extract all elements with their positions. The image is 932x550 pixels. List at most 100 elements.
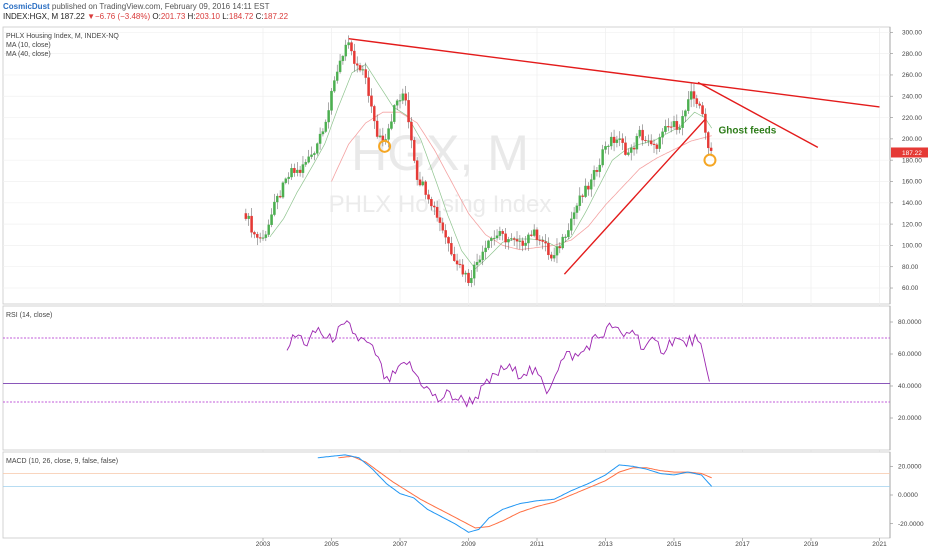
candle-body	[609, 136, 613, 147]
candle-body	[641, 129, 644, 141]
candle-body	[267, 224, 270, 235]
candle-body	[655, 144, 659, 149]
candle-body	[687, 99, 690, 111]
close-value: 187.22	[263, 12, 289, 21]
candle-body	[333, 80, 336, 92]
candle-body	[555, 246, 559, 256]
candle-body	[524, 242, 527, 246]
low-value: 184.72	[228, 12, 254, 21]
candle-body	[498, 231, 502, 236]
candle-body	[315, 143, 319, 154]
price-tick-label: 100.00	[902, 243, 922, 250]
candle-body	[284, 178, 288, 183]
candle-body	[338, 60, 342, 73]
candle-body	[632, 147, 636, 150]
candle-body	[587, 185, 590, 190]
candle-body	[321, 131, 325, 135]
open-value: 201.73	[160, 12, 186, 21]
candle-body	[578, 195, 582, 206]
candle-body	[572, 212, 576, 219]
candle-body	[341, 55, 345, 62]
price-tick-label: 160.00	[902, 179, 922, 186]
macd-legend: MACD (10, 26, close, 9, false, false)	[6, 458, 118, 465]
candle-body	[692, 91, 696, 99]
year-tick-label: 2009	[461, 541, 476, 548]
candle-body	[253, 232, 256, 235]
candle-body	[490, 238, 493, 241]
macd-tick-label: 20.0000	[898, 464, 922, 471]
year-tick-label: 2019	[804, 541, 819, 548]
candle-body	[273, 201, 276, 215]
candle-body	[313, 153, 316, 155]
year-tick-label: 2011	[530, 541, 544, 548]
candle-body	[521, 240, 524, 246]
rsi-tick-label: 40.0000	[898, 383, 922, 390]
price-tick-label: 200.00	[902, 136, 922, 143]
last-price-label: 187.22	[902, 150, 922, 157]
macd-tick-label: -20.0000	[898, 521, 924, 528]
candle-body	[410, 121, 413, 141]
candle-body	[652, 143, 656, 145]
candle-body	[589, 179, 593, 190]
publish-text: published on TradingView.com, February 0…	[49, 2, 270, 11]
rsi-legend: RSI (14, close)	[6, 312, 52, 319]
price-tick-label: 220.00	[902, 115, 922, 122]
candle-body	[355, 63, 359, 66]
price-legend-item: MA (10, close)	[6, 42, 51, 49]
candle-body	[364, 69, 367, 78]
candle-body	[278, 195, 282, 198]
candle-body	[361, 69, 365, 71]
candle-body	[461, 264, 465, 275]
price-tick-label: 140.00	[902, 200, 922, 207]
candle-body	[669, 126, 673, 128]
last-price-tag	[891, 147, 928, 158]
macd-tick-label: 0.0000	[898, 492, 918, 499]
candle-body	[324, 121, 328, 132]
candle-body	[378, 135, 382, 137]
candle-body	[270, 214, 273, 226]
author-link[interactable]: CosmicDust	[3, 2, 50, 11]
candle-body	[595, 170, 599, 172]
year-tick-label: 2005	[324, 541, 339, 548]
time-axis[interactable]: 2003 2005 2007 2009 2011 2013 2015 2017 2019 2021	[256, 538, 887, 548]
highlight-circle	[378, 139, 392, 153]
candle-body	[452, 254, 456, 261]
price-pane[interactable]: 60.00 80.00 100.00 120.00 140.00 160.00 180.00…	[2, 26, 928, 538]
candle-body	[310, 154, 313, 157]
candle-body	[301, 164, 305, 173]
candle-body	[629, 147, 633, 153]
candle-body	[467, 272, 470, 284]
price-tick-label: 240.00	[902, 93, 922, 100]
macd-pane[interactable]: MACD (10, 26, close, 9, false, false) -20…	[2, 451, 924, 539]
candle-body	[387, 128, 390, 140]
high-value: 203.10	[195, 12, 220, 21]
candle-body	[250, 215, 253, 233]
candle-body	[601, 149, 604, 166]
candle-body	[256, 233, 259, 238]
candle-body	[327, 110, 330, 123]
candle-body	[358, 65, 362, 71]
candle-body	[644, 139, 647, 142]
candle-body	[435, 206, 439, 218]
candle-body	[615, 139, 619, 143]
trendline	[348, 38, 880, 108]
candle-body	[704, 113, 707, 133]
open-label: O:	[152, 12, 161, 21]
rsi-pane[interactable]: RSI (14, close) 20.0000 40.0000 60.0000 80.0…	[2, 305, 922, 451]
candle-body	[287, 176, 290, 179]
candle-body	[478, 259, 482, 263]
candle-body	[675, 121, 679, 130]
candle-body	[635, 136, 639, 150]
candle-body	[370, 95, 373, 107]
candle-body	[390, 121, 393, 129]
price-tick-label: 80.00	[902, 264, 919, 271]
candle-body	[532, 229, 536, 236]
candle-body	[353, 50, 356, 64]
candle-body	[367, 77, 370, 96]
macd-signal-line	[338, 455, 712, 529]
price-tick-label: 60.00	[902, 285, 919, 292]
rsi-pane-frame	[2, 305, 891, 451]
low-label: L:	[222, 12, 229, 21]
candle-body	[404, 93, 407, 101]
